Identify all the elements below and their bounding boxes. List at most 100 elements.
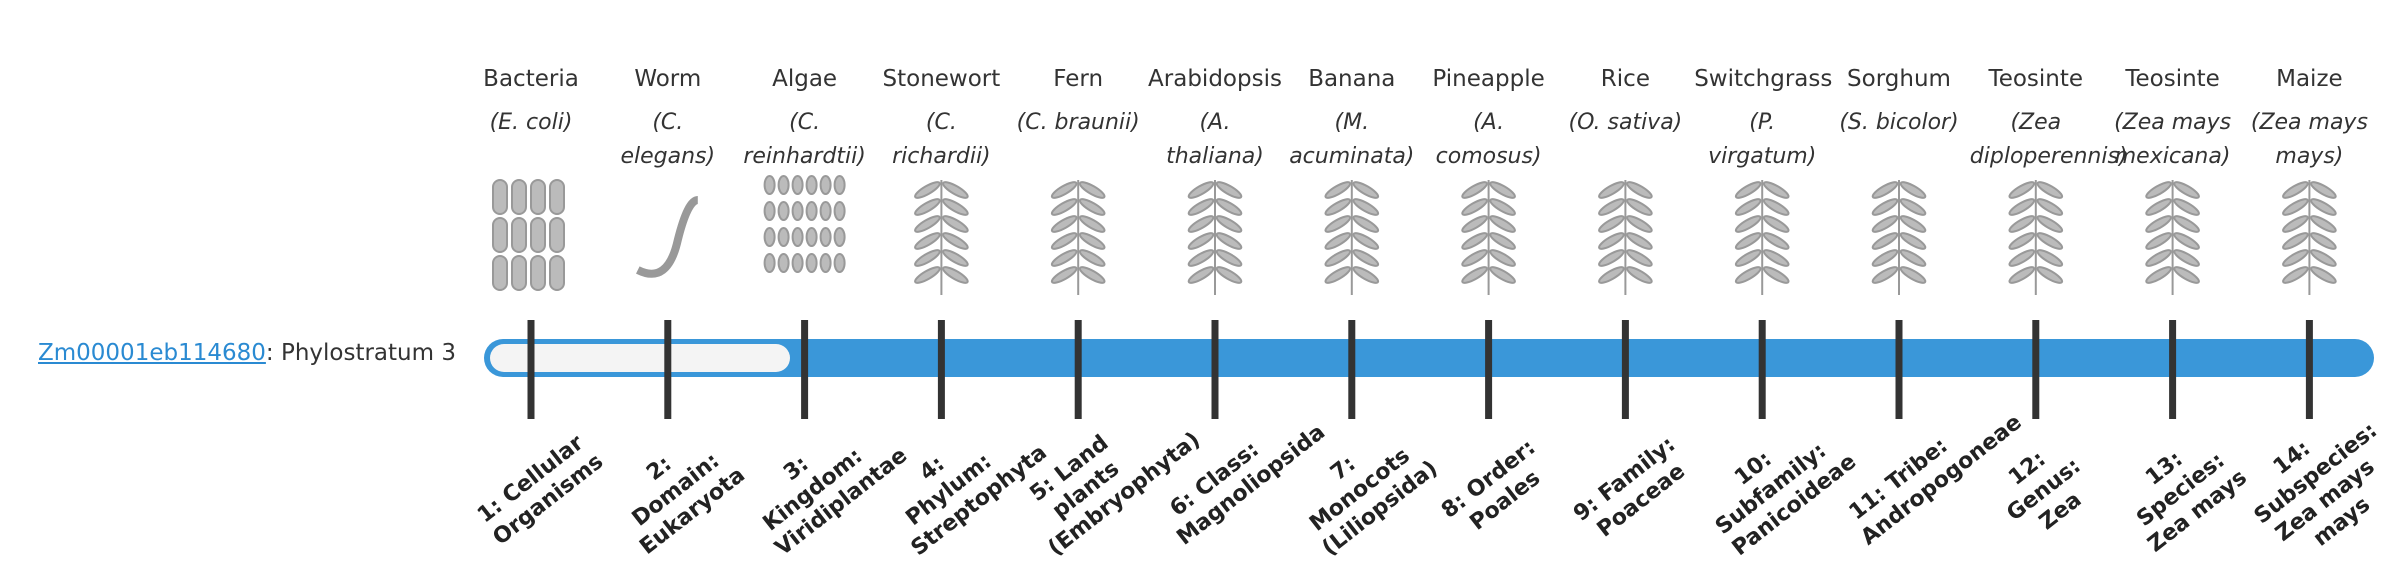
leaf xyxy=(1187,266,1215,284)
organism-name: Teosinte xyxy=(2125,66,2220,92)
leaf xyxy=(1871,198,1899,216)
organism-illustration xyxy=(1461,180,1516,295)
cell xyxy=(492,217,508,253)
cell xyxy=(819,227,832,247)
organism-species: (Zea mays mexicana) xyxy=(2114,110,2232,169)
leaf xyxy=(942,232,969,250)
leaf xyxy=(2008,266,2036,284)
organism-species: (Zea mays mays) xyxy=(2250,110,2368,169)
leaf xyxy=(914,249,941,267)
leaf xyxy=(1626,249,1653,267)
organism-name: Rice xyxy=(1600,66,1650,92)
leaf xyxy=(1461,249,1488,267)
leaf xyxy=(2036,232,2064,250)
leaf xyxy=(1734,266,1762,284)
leaf xyxy=(2282,181,2309,199)
leaf xyxy=(1871,181,1899,199)
organism-name: Sorghum xyxy=(1847,66,1951,92)
leaf xyxy=(1352,249,1380,267)
leaf xyxy=(1215,181,1243,199)
organism-species: (C. richardii) xyxy=(892,110,991,169)
leaf xyxy=(914,198,941,216)
organism-illustration xyxy=(914,180,969,295)
worm xyxy=(636,196,699,278)
cell xyxy=(833,201,846,221)
leaf xyxy=(1078,232,1106,250)
organism-illustration xyxy=(492,179,565,291)
leaf xyxy=(1187,232,1215,250)
leaf xyxy=(2173,232,2200,250)
leaf xyxy=(942,198,969,216)
leaf xyxy=(1626,266,1653,284)
leaf xyxy=(2145,181,2172,199)
leaf xyxy=(2282,232,2309,250)
leaf xyxy=(1489,266,1516,284)
leaf xyxy=(2036,198,2064,216)
absent-range xyxy=(490,344,790,372)
cell xyxy=(763,175,776,195)
cell xyxy=(777,253,790,273)
leaf xyxy=(1762,266,1790,284)
organism-illustration xyxy=(1598,180,1653,295)
leaf xyxy=(2173,215,2200,233)
cell xyxy=(805,201,818,221)
leaf xyxy=(2282,198,2309,216)
organism-name: Bacteria xyxy=(483,66,579,92)
leaf xyxy=(2282,215,2309,233)
leaf xyxy=(2282,266,2309,284)
leaf xyxy=(1598,266,1625,284)
cell xyxy=(819,201,832,221)
organism-name: Worm xyxy=(634,66,702,92)
cell xyxy=(791,201,804,221)
leaf xyxy=(1050,249,1078,267)
leaf xyxy=(1461,181,1488,199)
gene-stratum: : Phylostratum 3 xyxy=(265,340,456,366)
leaf xyxy=(1871,249,1899,267)
leaf xyxy=(2145,266,2172,284)
organism-name: Arabidopsis xyxy=(1148,66,1282,92)
organism-species: (C. elegans) xyxy=(620,110,716,169)
leaf xyxy=(1352,198,1380,216)
leaf xyxy=(1461,198,1488,216)
leaf xyxy=(2145,249,2172,267)
leaf xyxy=(1489,215,1516,233)
cell xyxy=(805,227,818,247)
leaf xyxy=(1050,266,1078,284)
cell xyxy=(763,227,776,247)
organism-species: (A. thaliana) xyxy=(1166,110,1264,169)
cell xyxy=(549,255,565,291)
organism-species: (P. virgatum) xyxy=(1708,110,1817,169)
leaf xyxy=(1078,181,1106,199)
leaf xyxy=(1324,215,1352,233)
leaf xyxy=(1324,181,1352,199)
leaf xyxy=(1215,232,1243,250)
organism-illustration xyxy=(2282,180,2337,295)
leaf xyxy=(2310,181,2337,199)
gene-link[interactable]: Zm00001eb114680 xyxy=(38,340,266,366)
cell xyxy=(549,217,565,253)
leaf xyxy=(1078,249,1106,267)
cell xyxy=(791,175,804,195)
leaf xyxy=(1461,266,1488,284)
cell xyxy=(777,227,790,247)
leaf xyxy=(2008,249,2036,267)
leaf xyxy=(1598,181,1625,199)
leaf xyxy=(2310,198,2337,216)
leaf xyxy=(1899,215,1927,233)
leaf xyxy=(2310,232,2337,250)
cell xyxy=(833,253,846,273)
leaf xyxy=(2036,215,2064,233)
leaf xyxy=(1078,215,1106,233)
leaf xyxy=(1626,181,1653,199)
leaf xyxy=(1762,198,1790,216)
leaf xyxy=(1899,249,1927,267)
organism-species: (Zea diploperennis) xyxy=(1969,110,2128,169)
leaf xyxy=(1489,249,1516,267)
leaf xyxy=(914,215,941,233)
leaf xyxy=(942,266,969,284)
leaf xyxy=(1187,215,1215,233)
leaf xyxy=(1461,215,1488,233)
cell xyxy=(763,253,776,273)
cell xyxy=(777,201,790,221)
